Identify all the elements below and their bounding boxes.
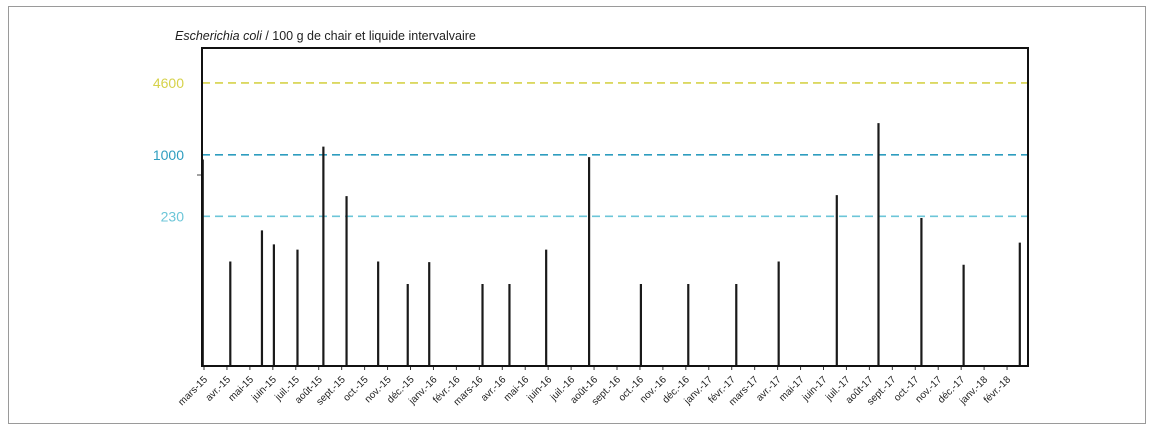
x-tick-label-juin-16: juin-16 xyxy=(525,374,555,404)
threshold-lines: 4600046001000230 xyxy=(153,75,1032,224)
x-tick-label-mai-16: mai-16 xyxy=(502,374,532,404)
x-tick-label-mai-17: mai-17 xyxy=(777,374,807,404)
x-tick-label-mars-15: mars-15 xyxy=(176,374,210,408)
x-tick-label-juin-17: juin-17 xyxy=(800,374,830,404)
threshold-label-1000: 1000 xyxy=(153,147,184,163)
threshold-label-4600: 4600 xyxy=(153,75,184,91)
x-tick-label-juin-15: juin-15 xyxy=(249,374,279,404)
x-axis-labels: mars-15avr.-15mai-15juin-15juil.-15août-… xyxy=(176,366,1013,408)
threshold-label-230: 230 xyxy=(161,208,185,224)
chart-title-unit: / 100 g de chair et liquide intervalvair… xyxy=(262,29,476,43)
chart-title: Escherichia coli / 100 g de chair et liq… xyxy=(175,29,476,43)
figure-frame xyxy=(8,6,1146,424)
plot-area xyxy=(201,47,1029,367)
chart-title-organism: Escherichia coli xyxy=(175,29,263,43)
x-tick-label-mai-15: mai-15 xyxy=(227,374,257,404)
bars xyxy=(201,123,1021,366)
